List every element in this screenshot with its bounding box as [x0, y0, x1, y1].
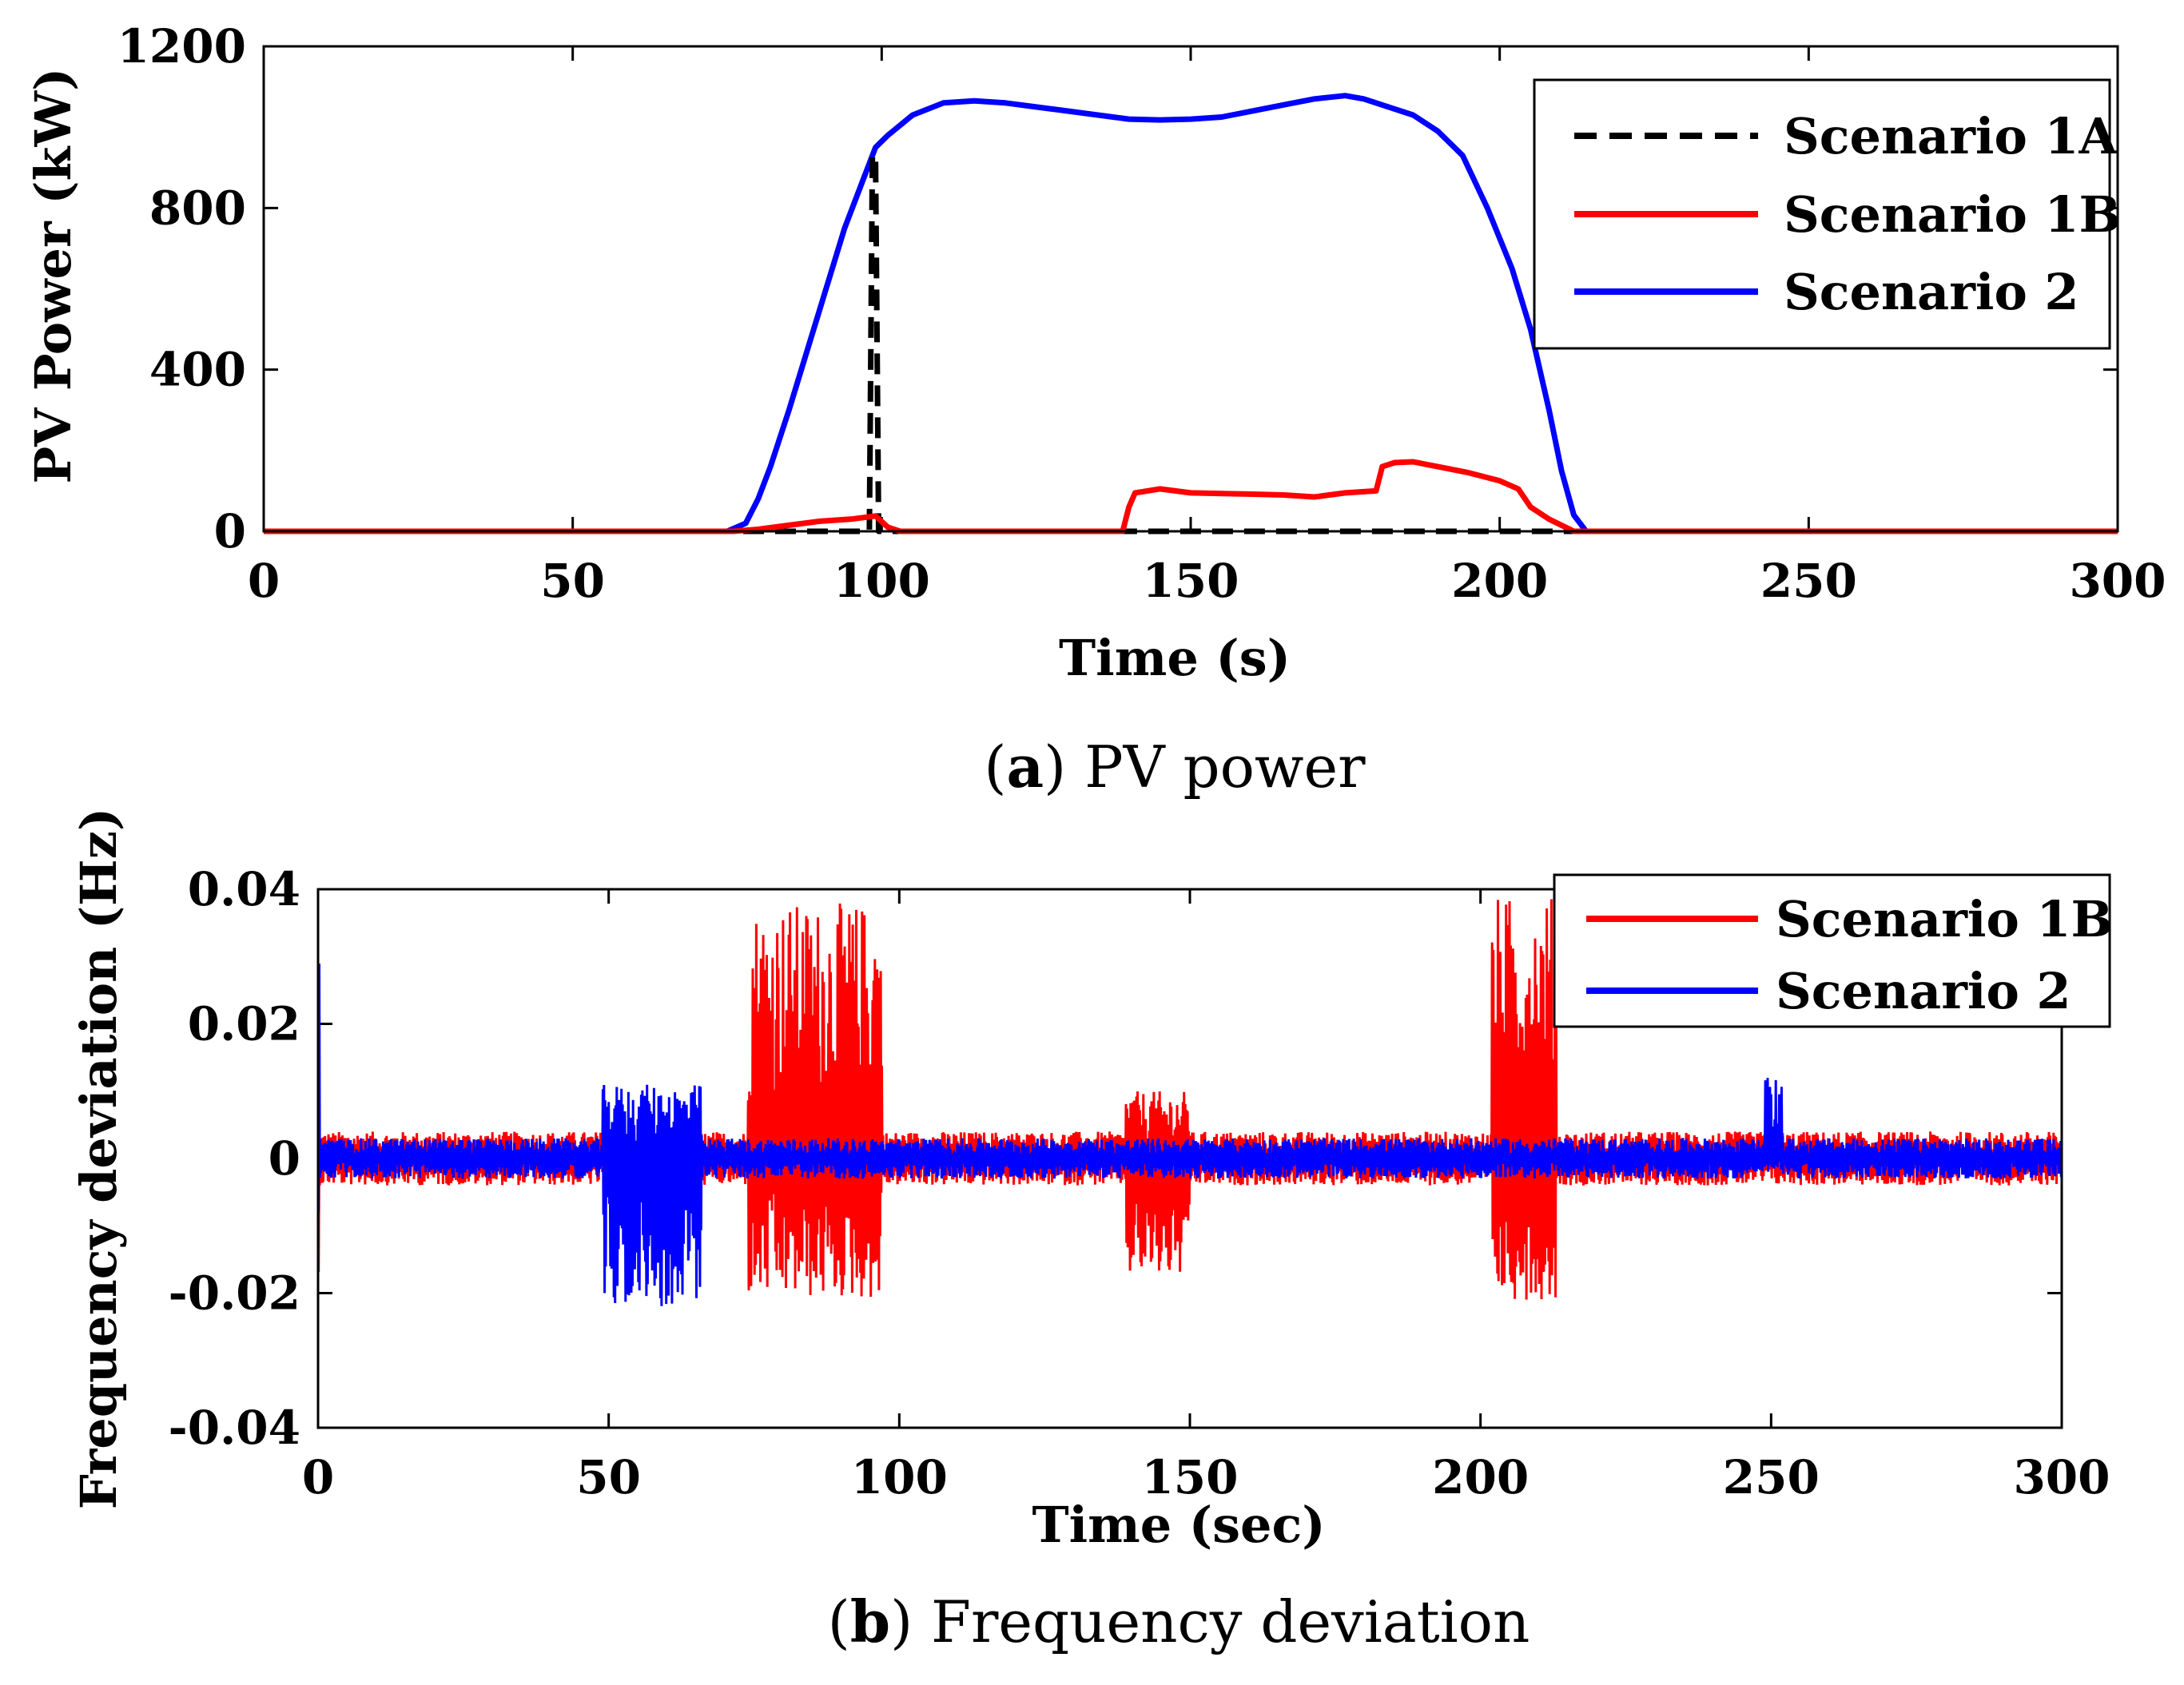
a-xtick-label: 0 — [248, 554, 280, 608]
a-series-scenario-1b — [264, 459, 2118, 535]
b-legend-label-1b: Scenario 1B — [1776, 890, 2113, 948]
a-series-scenario-2 — [264, 93, 2118, 535]
b-xtick-label: 200 — [1432, 1450, 1529, 1504]
a-ytick-label: 400 — [149, 343, 246, 397]
b-xtick-label: 300 — [2013, 1450, 2110, 1504]
b-x-tick-labels: 0 50 100 150 200 250 300 — [302, 1450, 2110, 1504]
a-xtick-label: 300 — [2069, 554, 2166, 608]
b-caption-text: Frequency deviation — [931, 1588, 1530, 1655]
b-legend-box — [1553, 873, 2111, 1028]
b-plot-frame — [316, 888, 2063, 1429]
a-y-axis-label: PV Power (kW) — [24, 68, 82, 484]
b-ytick-label: -0.04 — [169, 1401, 300, 1455]
a-xtick-label: 250 — [1760, 554, 1857, 608]
b-series-scenario-2 — [316, 963, 2063, 1306]
b-xtick-label: 150 — [1141, 1450, 1238, 1504]
b-xtick-label: 50 — [576, 1450, 641, 1504]
b-y-axis-label: Frequency deviation (Hz) — [70, 808, 128, 1510]
a-xtick-label: 150 — [1142, 554, 1239, 608]
a-legend: Scenario 1A Scenario 1B Scenario 2 — [1533, 78, 2121, 350]
b-xtick-label: 0 — [302, 1450, 334, 1504]
b-ytick-label: 0.02 — [188, 997, 300, 1051]
a-legend-label-1b: Scenario 1B — [1784, 185, 2121, 244]
a-x-axis-label: Time (s) — [1059, 629, 1291, 687]
chart-frequency-deviation: 0 50 100 150 200 250 300 -0.04 -0.02 0 0.02 0.04 T… — [70, 808, 2113, 1655]
a-ytick-label: 1200 — [117, 19, 246, 74]
a-caption-text: PV power — [1084, 733, 1366, 801]
a-caption: (a) PV power — [984, 733, 1366, 801]
a-xtick-label: 200 — [1451, 554, 1548, 608]
a-y-tick-labels: 0 400 800 1200 — [117, 19, 246, 558]
b-caption-letter: b — [850, 1588, 890, 1655]
a-ytick-label: 0 — [214, 504, 246, 558]
a-legend-label-2: Scenario 2 — [1784, 263, 2079, 321]
b-ytick-label: 0.04 — [188, 862, 300, 916]
a-plot-frame — [262, 45, 2119, 533]
a-caption-letter: a — [1007, 733, 1044, 801]
b-xtick-label: 250 — [1723, 1450, 1820, 1504]
b-y-tick-labels: -0.04 -0.02 0 0.02 0.04 — [169, 862, 300, 1455]
b-ytick-label: 0 — [269, 1131, 300, 1186]
b-series-group — [316, 899, 2063, 1306]
b-ytick-label: -0.02 — [169, 1266, 300, 1321]
a-x-tick-labels: 0 50 100 150 200 250 300 — [248, 554, 2166, 608]
a-ytick-label: 800 — [149, 181, 246, 235]
a-xtick-label: 100 — [833, 554, 930, 608]
b-x-axis-label: Time (sec) — [1032, 1496, 1325, 1554]
a-xtick-label: 50 — [540, 554, 605, 608]
a-legend-label-1a: Scenario 1A — [1784, 107, 2118, 165]
b-caption: (b) Frequency deviation — [828, 1588, 1530, 1655]
b-legend: Scenario 1B Scenario 2 — [1553, 873, 2113, 1028]
b-legend-label-2: Scenario 2 — [1776, 962, 2071, 1020]
b-xtick-label: 100 — [851, 1450, 948, 1504]
